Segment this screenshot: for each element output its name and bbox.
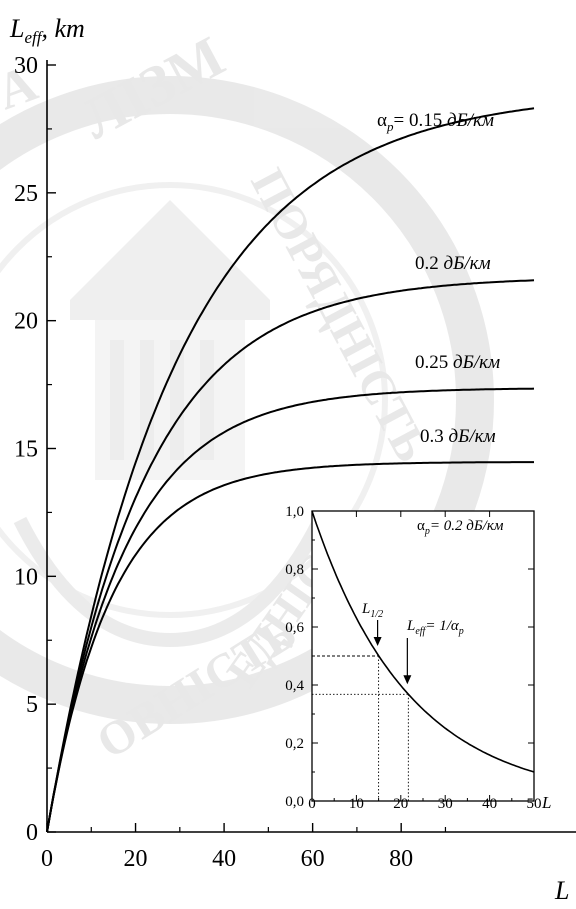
inset-x-tick-label: 20 (393, 796, 408, 812)
y-tick-label: 25 (14, 181, 38, 207)
inset-x-tick-label: 0 (308, 796, 316, 812)
inset-y-tick-label: 0,2 (285, 736, 304, 752)
arrow-l-eff-head (403, 675, 412, 685)
inset-legend: αp= 0.2 дБ/км (417, 518, 504, 537)
inset-guides (312, 620, 412, 801)
main-series-labels: αp= 0.15 дБ/км 0.2 дБ/км 0.25 дБ/км 0.3 дБ/… (377, 110, 500, 447)
series-label: 0.3 дБ/км (420, 426, 496, 447)
inset-x-tick-label: 30 (438, 796, 453, 812)
x-tick-label: 20 (124, 846, 148, 872)
inset-frame (311, 510, 535, 802)
series-label: 0.25 дБ/км (415, 352, 500, 373)
x-axis-title: L (554, 876, 569, 905)
y-axis-title: Leff, km (9, 14, 85, 47)
x-tick-label: 0 (41, 846, 53, 872)
inset-x-tick-label: 50 (527, 796, 542, 812)
inset-x-tick-label: 10 (349, 796, 364, 812)
y-tick-label: 30 (14, 53, 38, 79)
annotation-l-eff: Leff= 1/αp (406, 618, 464, 637)
inset-chart: 0,0 0,2 0,4 0,6 0,8 1,0 0 10 20 30 40 50 αp= 0.2 дБ… (285, 504, 551, 812)
inset-y-tick-label: 0,8 (285, 562, 304, 578)
inset-x-tick-label: 40 (482, 796, 497, 812)
series-label: αp= 0.15 дБ/км (377, 110, 494, 134)
watermark-word-1: ЛІЗМ (71, 23, 235, 151)
series-line-0-3 (46, 461, 534, 833)
arrow-l-half-head (373, 637, 382, 646)
main-series (46, 107, 535, 833)
y-tick-label: 15 (14, 437, 38, 463)
x-tick-label: 60 (301, 846, 325, 872)
series-label: 0.2 дБ/км (415, 253, 491, 274)
inset-series-line (311, 510, 535, 773)
inset-y-tick-label: 0,4 (285, 678, 304, 694)
inset-series (311, 510, 535, 773)
inset-y-tick-label: 0,0 (285, 794, 304, 810)
y-tick-label: 0 (26, 820, 38, 846)
inset-y-tick-label: 0,6 (285, 620, 304, 636)
main-chart: 0 5 10 15 20 25 30 0 20 40 60 80 αp= 0.15 дБ/км 0.2 … (9, 14, 576, 905)
series-line-0-15 (46, 107, 535, 833)
inset-ticks: 0,0 0,2 0,4 0,6 0,8 1,0 0 10 20 30 40 50 (285, 504, 541, 812)
x-tick-label: 80 (389, 846, 413, 872)
y-tick-label: 5 (26, 692, 38, 718)
main-ticks: 0 5 10 15 20 25 30 0 20 40 60 80 (14, 53, 447, 872)
y-tick-label: 10 (14, 564, 38, 590)
inset-y-tick-label: 1,0 (285, 504, 304, 520)
series-line-0-25 (46, 387, 535, 833)
x-tick-label: 40 (212, 846, 236, 872)
y-tick-label: 20 (14, 309, 38, 335)
annotation-l-half: L1/2 (361, 601, 383, 620)
inset-x-axis-title: L (541, 793, 551, 812)
series-line-0-2 (46, 279, 535, 833)
